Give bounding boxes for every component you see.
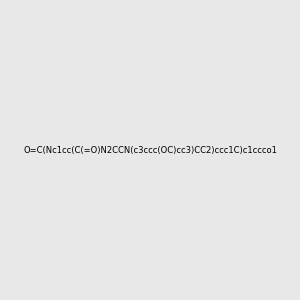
Text: O=C(Nc1cc(C(=O)N2CCN(c3ccc(OC)cc3)CC2)ccc1C)c1ccco1: O=C(Nc1cc(C(=O)N2CCN(c3ccc(OC)cc3)CC2)cc… — [23, 146, 277, 154]
